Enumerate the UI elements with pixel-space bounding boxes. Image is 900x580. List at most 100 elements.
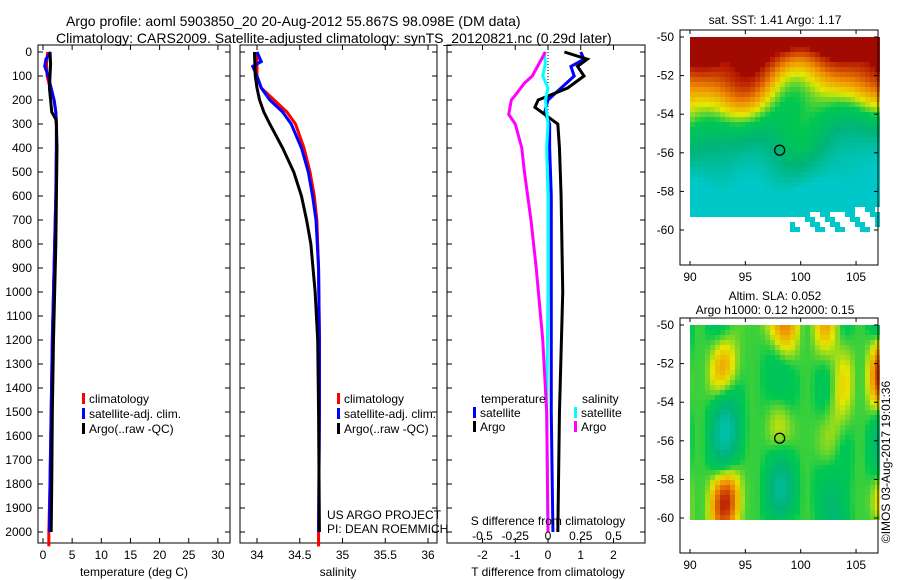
map-pixel (860, 62, 865, 67)
map-pixel (790, 515, 795, 520)
map-pixel (835, 340, 840, 345)
map-pixel (775, 500, 780, 505)
map-pixel (790, 202, 795, 207)
map-pixel (740, 182, 745, 187)
map-pixel (780, 470, 785, 475)
map-pixel (725, 410, 730, 415)
map-pixel (730, 470, 735, 475)
map-pixel (735, 430, 740, 435)
map-pixel (855, 222, 860, 227)
map-pixel (850, 162, 855, 167)
map-pixel (785, 107, 790, 112)
map-pixel (800, 385, 805, 390)
map-pixel (710, 510, 715, 515)
map-pixel (780, 340, 785, 345)
map-pixel (855, 365, 860, 370)
map-pixel (800, 197, 805, 202)
map-pixel (860, 122, 865, 127)
map-pixel (855, 107, 860, 112)
map-pixel (805, 142, 810, 147)
map-pixel (755, 132, 760, 137)
x-tick-label: 15 (124, 548, 138, 562)
map-pixel (750, 62, 755, 67)
map-pixel (815, 182, 820, 187)
map-pixel (785, 162, 790, 167)
map-pixel (850, 192, 855, 197)
map-pixel (765, 202, 770, 207)
map-pixel (705, 92, 710, 97)
map-pixel (720, 87, 725, 92)
map-pixel (800, 107, 805, 112)
map-pixel (810, 400, 815, 405)
map-pixel (740, 480, 745, 485)
map-pixel (740, 112, 745, 117)
map-pixel (725, 385, 730, 390)
map-pixel (715, 395, 720, 400)
map-pixel (770, 37, 775, 42)
map-pixel (735, 375, 740, 380)
y-tick-label: 0 (25, 45, 32, 59)
map-pixel (700, 395, 705, 400)
map-pixel (810, 107, 815, 112)
map-pixel (700, 460, 705, 465)
map-pixel (695, 147, 700, 152)
map-pixel (845, 197, 850, 202)
map-pixel (775, 197, 780, 202)
map-pixel (870, 385, 875, 390)
map-pixel (835, 62, 840, 67)
map-pixel (860, 415, 865, 420)
map-pixel (760, 490, 765, 495)
map-pixel (795, 152, 800, 157)
map-pixel (855, 435, 860, 440)
map-pixel (725, 515, 730, 520)
map-pixel (775, 480, 780, 485)
map-pixel (755, 390, 760, 395)
map-pixel (785, 57, 790, 62)
map-pixel (850, 350, 855, 355)
map-pixel (755, 355, 760, 360)
map-pixel (860, 370, 865, 375)
map-pixel (795, 62, 800, 67)
map-pixel (800, 460, 805, 465)
map-pixel (780, 172, 785, 177)
map-pixel (795, 435, 800, 440)
map-pixel (780, 192, 785, 197)
sla-map-subtitle: Argo h1000: 0.12 h2000: 0.15 (696, 303, 855, 317)
map-pixel (725, 177, 730, 182)
map-pixel (770, 485, 775, 490)
map-pixel (765, 147, 770, 152)
map-pixel (800, 72, 805, 77)
map-pixel (825, 87, 830, 92)
map-pixel (870, 460, 875, 465)
map-pixel (790, 380, 795, 385)
x-tick-label: 34 (250, 548, 264, 562)
map-pixel (735, 470, 740, 475)
map-pixel (695, 375, 700, 380)
map-pixel (825, 420, 830, 425)
map-pixel (840, 350, 845, 355)
map-pixel (830, 222, 835, 227)
map-pixel (860, 510, 865, 515)
map-pixel (775, 207, 780, 212)
map-pixel (870, 47, 875, 52)
map-pixel (790, 112, 795, 117)
map-pixel (850, 202, 855, 207)
map-pixel (840, 62, 845, 67)
map-pixel (740, 97, 745, 102)
map-pixel (765, 490, 770, 495)
map-pixel (710, 420, 715, 425)
map-pixel (780, 505, 785, 510)
map-pixel (760, 192, 765, 197)
map-pixel (810, 490, 815, 495)
map-pixel (785, 172, 790, 177)
map-pixel (695, 212, 700, 217)
map-pixel (715, 455, 720, 460)
map-pixel (735, 415, 740, 420)
map-pixel (765, 480, 770, 485)
map-pixel (850, 117, 855, 122)
map-pixel (760, 172, 765, 177)
map-pixel (775, 92, 780, 97)
map-pixel (820, 345, 825, 350)
map-pixel (780, 162, 785, 167)
map-pixel (720, 380, 725, 385)
